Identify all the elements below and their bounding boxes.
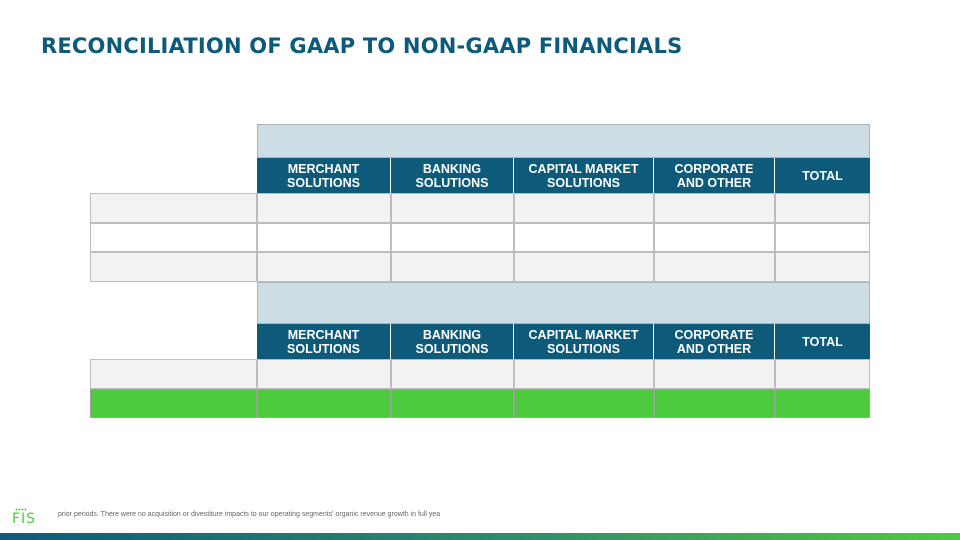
col-header-banking-solutions: BANKING SOLUTIONS	[391, 158, 514, 193]
table-cell	[391, 359, 514, 389]
table-cell	[514, 359, 654, 389]
section-band-top	[257, 124, 870, 158]
table-cell	[654, 389, 775, 418]
col-header-total: TOTAL	[775, 158, 870, 193]
col-header-merchant-solutions: MERCHANT SOLUTIONS	[257, 158, 391, 193]
col-header-capital-market-solutions: CAPITAL MARKET SOLUTIONS	[514, 158, 654, 193]
table-cell	[775, 252, 870, 282]
table-cell	[391, 389, 514, 418]
table-cell	[775, 359, 870, 389]
col-header-corporate-and-other: CORPORATE AND OTHER	[654, 324, 775, 359]
col-header-total: TOTAL	[775, 324, 870, 359]
row-label-cell	[90, 193, 257, 223]
table-cell	[775, 389, 870, 418]
table-cell	[514, 389, 654, 418]
table-cell	[257, 359, 391, 389]
table-cell	[654, 193, 775, 223]
row-label-cell	[90, 223, 257, 252]
table-cell	[391, 252, 514, 282]
col-header-capital-market-solutions: CAPITAL MARKET SOLUTIONS	[514, 324, 654, 359]
section-band-bottom	[257, 282, 870, 324]
table-cell	[257, 193, 391, 223]
bottom-gradient-bar	[0, 533, 960, 540]
table-cell	[775, 223, 870, 252]
table-cell	[654, 359, 775, 389]
footnote: prior periods. There were no acquisition…	[58, 511, 441, 518]
page-title: RECONCILIATION OF GAAP TO NON-GAAP FINAN…	[41, 34, 683, 58]
col-header-merchant-solutions: MERCHANT SOLUTIONS	[257, 324, 391, 359]
table-cell	[257, 223, 391, 252]
table-cell	[257, 252, 391, 282]
row-label-cell	[90, 252, 257, 282]
table-cell	[775, 193, 870, 223]
row-label-cell	[90, 359, 257, 389]
logo-dots-icon	[15, 508, 27, 511]
row-label-cell	[90, 389, 257, 418]
col-header-banking-solutions: BANKING SOLUTIONS	[391, 324, 514, 359]
table-cell	[391, 193, 514, 223]
reconciliation-table: MERCHANT SOLUTIONS BANKING SOLUTIONS CAP…	[90, 124, 870, 418]
table-cell	[514, 193, 654, 223]
table-cell	[257, 389, 391, 418]
table-cell	[654, 252, 775, 282]
table-cell	[514, 223, 654, 252]
fis-logo: FIS	[12, 508, 52, 528]
logo-wordmark: FIS	[12, 511, 37, 527]
table-cell	[514, 252, 654, 282]
table-cell	[391, 223, 514, 252]
table-cell	[654, 223, 775, 252]
col-header-corporate-and-other: CORPORATE AND OTHER	[654, 158, 775, 193]
